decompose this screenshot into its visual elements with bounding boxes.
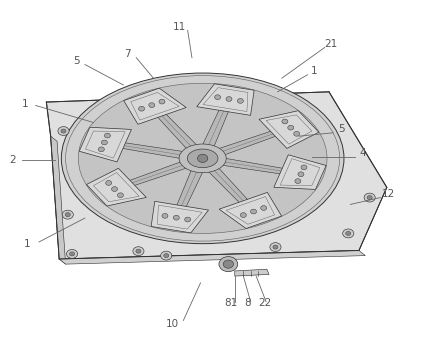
- Polygon shape: [89, 138, 187, 159]
- Polygon shape: [234, 269, 268, 276]
- Circle shape: [61, 129, 66, 133]
- Circle shape: [366, 195, 372, 200]
- Polygon shape: [214, 121, 304, 157]
- Circle shape: [184, 217, 190, 222]
- Circle shape: [345, 232, 350, 235]
- Circle shape: [237, 98, 243, 103]
- Circle shape: [214, 95, 220, 99]
- Circle shape: [293, 131, 299, 136]
- Text: 7: 7: [124, 49, 131, 59]
- Circle shape: [225, 97, 231, 101]
- Circle shape: [173, 215, 179, 220]
- Polygon shape: [50, 136, 65, 264]
- Polygon shape: [100, 160, 190, 195]
- Ellipse shape: [179, 144, 226, 173]
- Polygon shape: [123, 88, 186, 124]
- Polygon shape: [86, 168, 146, 206]
- Text: 5: 5: [338, 124, 344, 135]
- Polygon shape: [46, 92, 386, 259]
- Text: 2: 2: [9, 155, 15, 165]
- Polygon shape: [168, 167, 203, 227]
- Circle shape: [287, 125, 293, 130]
- Circle shape: [297, 172, 303, 176]
- Circle shape: [272, 245, 277, 249]
- Circle shape: [101, 140, 107, 145]
- Polygon shape: [273, 155, 326, 190]
- Circle shape: [197, 154, 207, 162]
- Polygon shape: [206, 165, 264, 220]
- Circle shape: [69, 252, 74, 256]
- Text: 12: 12: [381, 189, 395, 199]
- Circle shape: [138, 106, 144, 111]
- Circle shape: [132, 247, 144, 256]
- Circle shape: [148, 103, 154, 108]
- Circle shape: [66, 249, 77, 258]
- Circle shape: [159, 99, 165, 104]
- Text: 10: 10: [166, 319, 179, 329]
- Text: 1: 1: [24, 239, 31, 249]
- Circle shape: [238, 102, 243, 106]
- Polygon shape: [197, 84, 254, 115]
- Circle shape: [281, 119, 287, 124]
- Circle shape: [65, 213, 70, 217]
- Circle shape: [363, 193, 375, 202]
- Circle shape: [235, 99, 246, 108]
- Text: 81: 81: [223, 298, 237, 308]
- Circle shape: [300, 165, 306, 170]
- Circle shape: [105, 181, 111, 185]
- Text: 11: 11: [172, 22, 185, 32]
- Circle shape: [294, 179, 300, 183]
- Circle shape: [98, 147, 104, 152]
- Circle shape: [163, 254, 169, 258]
- Circle shape: [58, 127, 69, 136]
- Text: 5: 5: [73, 56, 80, 66]
- Text: 21: 21: [324, 39, 337, 49]
- Circle shape: [250, 209, 256, 214]
- Polygon shape: [79, 127, 131, 162]
- Circle shape: [218, 257, 237, 272]
- Circle shape: [135, 249, 141, 253]
- Circle shape: [156, 106, 167, 115]
- Circle shape: [240, 213, 246, 217]
- Ellipse shape: [61, 73, 343, 244]
- Text: 8: 8: [244, 298, 250, 308]
- Circle shape: [62, 210, 73, 219]
- Polygon shape: [59, 250, 365, 264]
- Polygon shape: [141, 97, 199, 151]
- Circle shape: [260, 206, 266, 211]
- Circle shape: [223, 260, 233, 268]
- Text: 22: 22: [258, 298, 271, 308]
- Ellipse shape: [187, 149, 218, 168]
- Circle shape: [104, 133, 110, 138]
- Polygon shape: [217, 158, 315, 179]
- Text: 1: 1: [22, 99, 28, 109]
- Text: 1: 1: [310, 66, 316, 76]
- Polygon shape: [151, 201, 208, 233]
- Circle shape: [269, 243, 280, 251]
- Polygon shape: [258, 111, 318, 148]
- Circle shape: [159, 109, 164, 112]
- Polygon shape: [201, 90, 236, 149]
- Circle shape: [111, 187, 117, 192]
- Ellipse shape: [78, 83, 326, 234]
- Text: 4: 4: [359, 148, 366, 158]
- Circle shape: [162, 213, 168, 218]
- Circle shape: [117, 193, 123, 197]
- Circle shape: [342, 229, 353, 238]
- Circle shape: [160, 251, 172, 260]
- Polygon shape: [218, 192, 281, 228]
